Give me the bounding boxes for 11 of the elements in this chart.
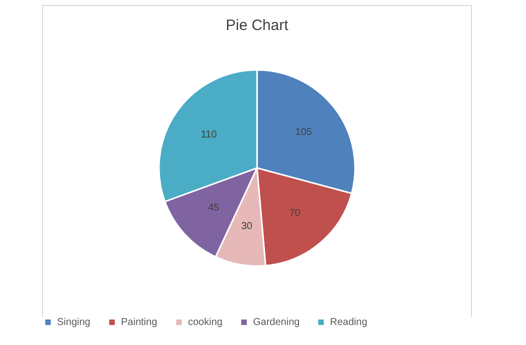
data-label: 30: [241, 220, 253, 232]
legend-label: cooking: [188, 317, 222, 328]
data-label: 110: [200, 129, 218, 140]
chart-title: Pie Chart: [226, 17, 290, 34]
legend-label: Gardening: [253, 317, 300, 328]
data-label: 45: [208, 202, 220, 214]
data-label: 70: [289, 208, 301, 220]
legend-label: Singing: [57, 317, 90, 328]
legend-label: Reading: [330, 317, 368, 328]
data-label: 105: [295, 127, 312, 138]
legend-label: Painting: [121, 317, 158, 328]
